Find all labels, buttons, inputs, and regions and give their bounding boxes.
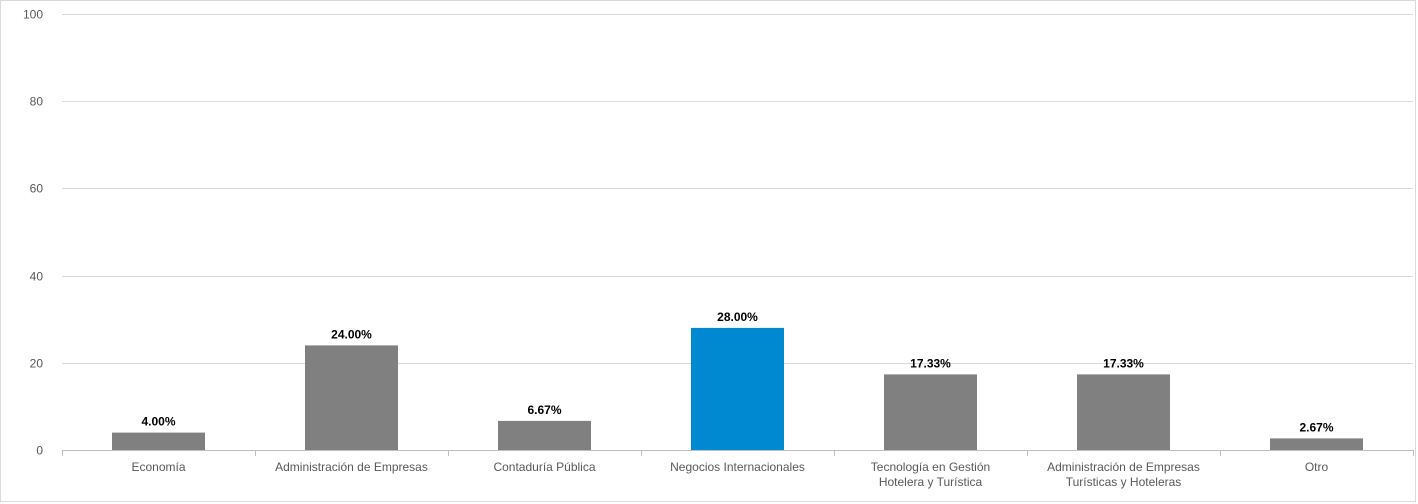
bar [112, 432, 205, 450]
bar [1077, 374, 1170, 450]
y-tick-label: 100 [23, 8, 43, 22]
data-label: 4.00% [141, 415, 175, 429]
x-tick-label: Economía [131, 460, 185, 474]
data-labels: 4.00% 24.00% 6.67% 28.00% 17.33% 17.33% 2.67% [141, 310, 1333, 435]
x-tick-label: Negocios Internacionales [670, 460, 805, 474]
y-axis: 0 20 40 60 80 100 [23, 8, 43, 458]
bar [884, 374, 977, 450]
data-label: 2.67% [1299, 420, 1333, 434]
data-label: 28.00% [717, 310, 758, 324]
y-tick-label: 20 [30, 357, 44, 371]
x-tick-label-line: Tecnología en Gestión [871, 460, 990, 474]
y-tick-label: 0 [36, 444, 43, 458]
x-tick-label-line: Otro [1305, 460, 1329, 474]
bar [305, 345, 398, 450]
gridlines [62, 14, 1413, 364]
data-label: 24.00% [331, 327, 372, 341]
bar [1270, 438, 1363, 450]
y-tick-label: 80 [30, 95, 44, 109]
x-tick-label-line: Administración de Empresas [1047, 460, 1200, 474]
x-tick-label: Administración de Empresas [275, 460, 428, 474]
x-tick-label-line: Hotelera y Turística [879, 475, 983, 489]
data-label: 6.67% [527, 403, 561, 417]
x-axis: Economía Administración de Empresas Contad… [62, 450, 1414, 489]
data-label: 17.33% [910, 356, 951, 370]
data-label: 17.33% [1103, 356, 1144, 370]
x-tick-label: Otro [1305, 460, 1329, 474]
y-tick-label: 40 [30, 270, 44, 284]
x-tick-label: Administración de Empresas Turísticas y H… [1047, 460, 1200, 489]
x-tick-label-line: Turísticas y Hoteleras [1066, 475, 1182, 489]
y-tick-label: 60 [30, 182, 44, 196]
bar [498, 420, 591, 450]
x-tick-label-line: Negocios Internacionales [670, 460, 805, 474]
bars [112, 327, 1363, 450]
x-tick-label: Tecnología en Gestión Hotelera y Turístic… [871, 460, 990, 489]
x-tick-label-line: Contaduría Pública [493, 460, 595, 474]
x-tick-label-line: Economía [131, 460, 185, 474]
x-tick-label-line: Administración de Empresas [275, 460, 428, 474]
bar [691, 327, 784, 450]
x-tick-label: Contaduría Pública [493, 460, 595, 474]
